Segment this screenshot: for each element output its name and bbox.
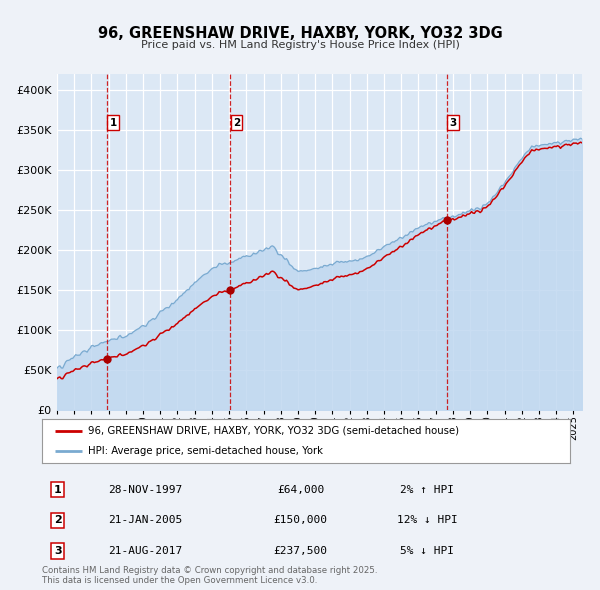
Text: £64,000: £64,000 xyxy=(277,484,325,494)
Text: 1: 1 xyxy=(110,117,117,127)
Text: 28-NOV-1997: 28-NOV-1997 xyxy=(108,484,182,494)
Text: £237,500: £237,500 xyxy=(274,546,328,556)
Text: £150,000: £150,000 xyxy=(274,515,328,525)
Text: 2% ↑ HPI: 2% ↑ HPI xyxy=(400,484,454,494)
Text: 21-AUG-2017: 21-AUG-2017 xyxy=(108,546,182,556)
Text: 5% ↓ HPI: 5% ↓ HPI xyxy=(400,546,454,556)
Text: Price paid vs. HM Land Registry's House Price Index (HPI): Price paid vs. HM Land Registry's House … xyxy=(140,40,460,50)
Text: 1: 1 xyxy=(54,484,62,494)
Text: 2: 2 xyxy=(54,515,62,525)
Text: HPI: Average price, semi-detached house, York: HPI: Average price, semi-detached house,… xyxy=(88,446,323,456)
Text: 3: 3 xyxy=(54,546,62,556)
Text: 21-JAN-2005: 21-JAN-2005 xyxy=(108,515,182,525)
Text: 96, GREENSHAW DRIVE, HAXBY, YORK, YO32 3DG (semi-detached house): 96, GREENSHAW DRIVE, HAXBY, YORK, YO32 3… xyxy=(88,426,460,436)
Text: 96, GREENSHAW DRIVE, HAXBY, YORK, YO32 3DG: 96, GREENSHAW DRIVE, HAXBY, YORK, YO32 3… xyxy=(98,25,502,41)
Text: 12% ↓ HPI: 12% ↓ HPI xyxy=(397,515,458,525)
Text: 2: 2 xyxy=(233,117,240,127)
Text: Contains HM Land Registry data © Crown copyright and database right 2025.
This d: Contains HM Land Registry data © Crown c… xyxy=(42,566,377,585)
Text: 3: 3 xyxy=(449,117,457,127)
